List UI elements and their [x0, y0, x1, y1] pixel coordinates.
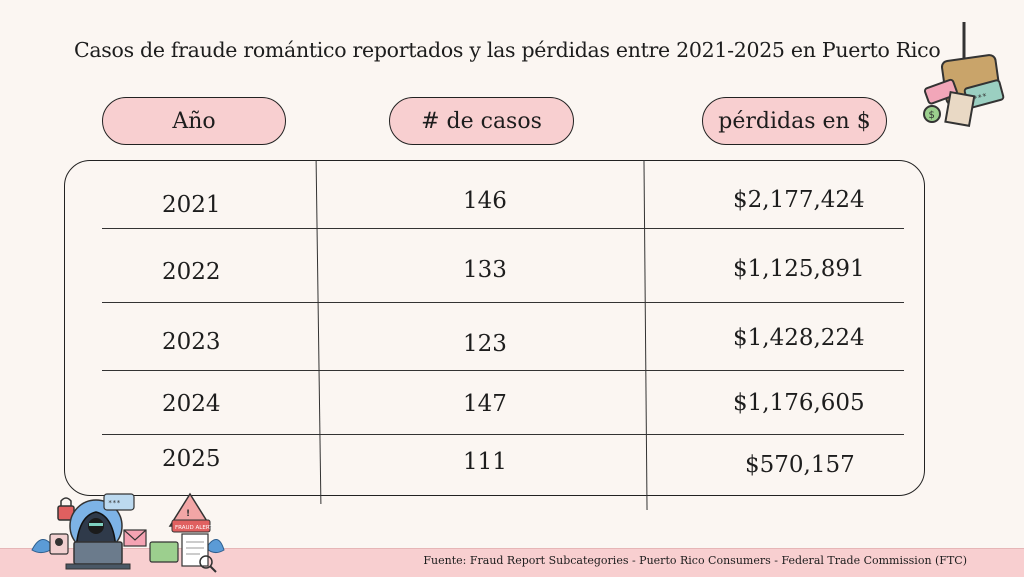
- svg-text:$: $: [929, 110, 935, 121]
- source-citation: Fuente: Fraud Report Subcategories - Pue…: [423, 554, 967, 567]
- cell-losses: $1,176,605: [733, 390, 865, 416]
- svg-text:!: !: [186, 509, 190, 519]
- cell-year: 2021: [162, 192, 221, 218]
- row-divider: [102, 434, 904, 436]
- row-divider: [102, 370, 904, 372]
- cell-losses: $570,157: [745, 452, 855, 478]
- cell-losses: $2,177,424: [733, 187, 865, 213]
- header-cases: # de casos: [389, 97, 574, 145]
- cell-losses: $1,125,891: [733, 256, 865, 282]
- svg-text:***: ***: [972, 91, 988, 103]
- cell-year: 2023: [162, 329, 221, 355]
- cell-year: 2024: [162, 391, 221, 417]
- row-divider: [102, 228, 904, 230]
- header-losses: pérdidas en $: [702, 97, 887, 145]
- cell-cases: 146: [463, 188, 507, 214]
- fraud-alert-label: FRAUD ALERT: [175, 525, 213, 531]
- cell-losses: $1,428,224: [733, 325, 865, 351]
- data-table-frame: [64, 160, 925, 496]
- header-year: Año: [102, 97, 286, 145]
- row-divider: [102, 302, 904, 304]
- cell-year: 2022: [162, 259, 221, 285]
- cell-cases: 123: [463, 331, 507, 357]
- fishing-hook-wallet-icon: *** $: [923, 22, 1005, 127]
- cell-cases: 111: [463, 449, 507, 475]
- cell-year: 2025: [162, 446, 221, 472]
- svg-text:***: ***: [108, 499, 121, 507]
- hacker-laptop-icon: *** ! FRAUD ALERT: [31, 492, 225, 573]
- cell-cases: 133: [463, 257, 507, 283]
- cell-cases: 147: [463, 391, 507, 417]
- page-title: Casos de fraude romántico reportados y l…: [74, 38, 941, 62]
